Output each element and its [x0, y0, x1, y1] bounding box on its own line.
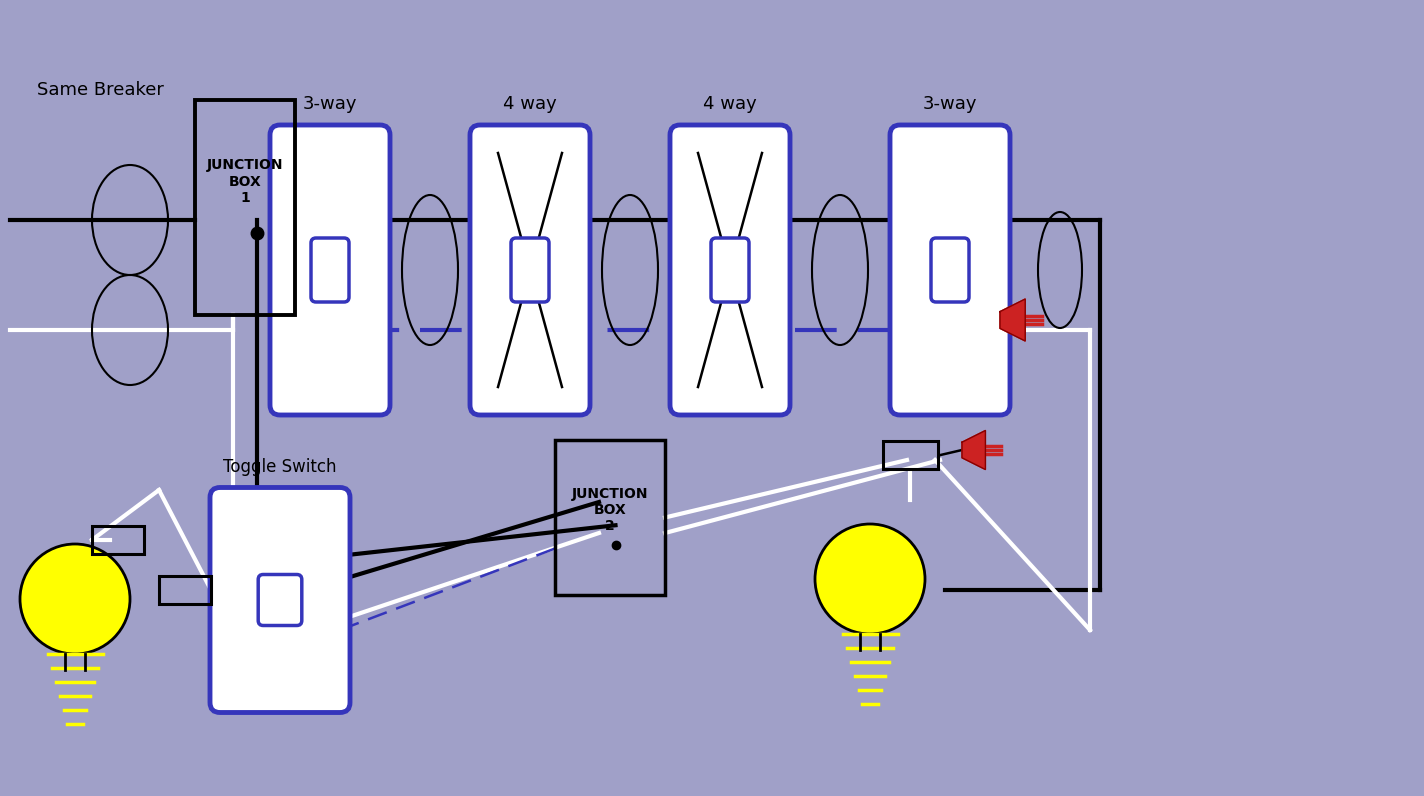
FancyBboxPatch shape: [310, 238, 349, 302]
Text: 3-way: 3-way: [303, 95, 357, 113]
Circle shape: [815, 524, 926, 634]
Circle shape: [20, 544, 130, 654]
FancyBboxPatch shape: [890, 125, 1010, 415]
FancyBboxPatch shape: [258, 575, 302, 626]
FancyBboxPatch shape: [931, 238, 968, 302]
Text: 3-way: 3-way: [923, 95, 977, 113]
FancyBboxPatch shape: [209, 487, 350, 712]
Text: JUNCTION
BOX
1: JUNCTION BOX 1: [206, 158, 283, 205]
Polygon shape: [1000, 299, 1025, 341]
Text: 4 way: 4 way: [503, 95, 557, 113]
Text: JUNCTION
BOX
2: JUNCTION BOX 2: [572, 486, 648, 533]
FancyBboxPatch shape: [711, 238, 749, 302]
Bar: [159, 576, 211, 604]
Text: Same Breaker: Same Breaker: [37, 81, 164, 99]
FancyBboxPatch shape: [271, 125, 390, 415]
FancyBboxPatch shape: [470, 125, 590, 415]
FancyBboxPatch shape: [671, 125, 790, 415]
FancyBboxPatch shape: [511, 238, 550, 302]
Bar: [93, 526, 144, 554]
Bar: [555, 440, 665, 595]
Text: 4 way: 4 way: [703, 95, 758, 113]
Text: Toggle Switch: Toggle Switch: [224, 458, 336, 475]
Bar: [883, 441, 937, 469]
Bar: [195, 100, 295, 315]
Polygon shape: [963, 431, 985, 470]
